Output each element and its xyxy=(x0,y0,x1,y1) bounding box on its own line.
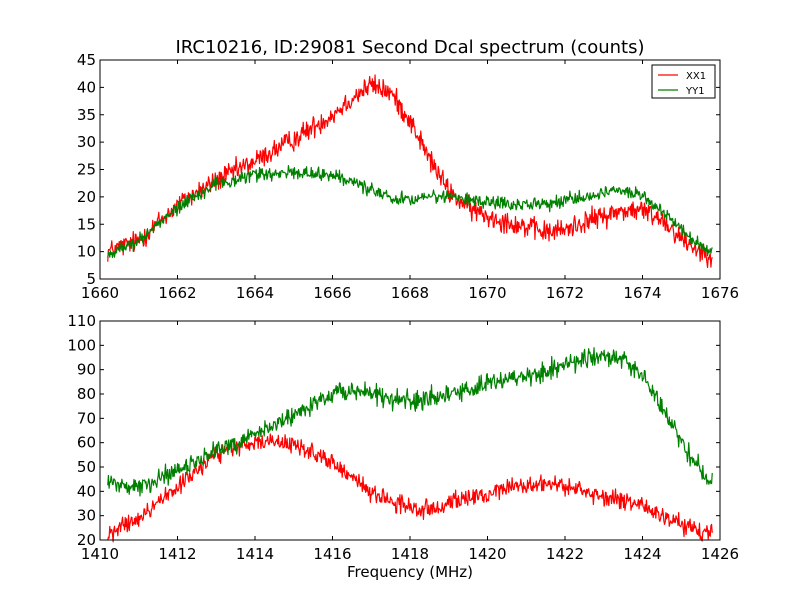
x-tick-label: 1660 xyxy=(81,284,119,302)
y-tick-label: 40 xyxy=(77,78,96,96)
y-tick-label: 110 xyxy=(67,312,96,330)
y-tick-label: 80 xyxy=(77,385,96,403)
x-tick-label: 1668 xyxy=(391,284,429,302)
axes-frame xyxy=(99,59,721,280)
x-tick-label: 1662 xyxy=(158,284,196,302)
y-tick-label: 25 xyxy=(77,161,96,179)
y-tick-label: 45 xyxy=(77,51,96,69)
x-tick-label: 1414 xyxy=(236,545,274,563)
y-tick-label: 40 xyxy=(77,482,96,500)
y-tick-label: 35 xyxy=(77,106,96,124)
y-tick-label: 90 xyxy=(77,361,96,379)
series-line-panel2-2 xyxy=(107,347,713,497)
y-tick-label: 5 xyxy=(86,270,96,288)
x-tick-label: 1422 xyxy=(546,545,584,563)
x-tick-label: 1424 xyxy=(623,545,661,563)
series-line-xx1 xyxy=(107,74,713,269)
x-tick-label: 1412 xyxy=(158,545,196,563)
x-tick-label: 1666 xyxy=(313,284,351,302)
x-tick-label: 1416 xyxy=(313,545,351,563)
series-line-yy1 xyxy=(107,164,713,259)
x-axis-label: Frequency (MHz) xyxy=(347,563,473,581)
y-tick-label: 15 xyxy=(77,215,96,233)
y-tick-label: 50 xyxy=(77,458,96,476)
chart-panel-1: 1660 1662 1664 1666 1668 1670 1672 1674 1676 5 10 1… xyxy=(77,51,739,302)
x-tick-label: 1420 xyxy=(468,545,506,563)
x-tick-label: 1664 xyxy=(236,284,274,302)
chart-panel-2: 1410 1412 1414 1416 1418 1420 1422 1424 1426 20 30… xyxy=(67,312,739,563)
legend-label-yy1: YY1 xyxy=(685,86,705,97)
y-tick-label: 10 xyxy=(77,243,96,261)
y-tick-label: 30 xyxy=(77,507,96,525)
y-tick-label: 20 xyxy=(77,531,96,549)
x-tick-label: 1672 xyxy=(546,284,584,302)
series-line-panel2-1 xyxy=(107,433,713,543)
x-tick-label: 1426 xyxy=(701,545,739,563)
x-tick-label: 1418 xyxy=(391,545,429,563)
chart-title: IRC10216, ID:29081 Second Dcal spectrum … xyxy=(176,37,645,58)
legend-box xyxy=(651,64,716,99)
x-tick-label: 1676 xyxy=(701,284,739,302)
x-tick-label: 1670 xyxy=(468,284,506,302)
y-tick-label: 60 xyxy=(77,434,96,452)
y-tick-label: 30 xyxy=(77,133,96,151)
legend-label-xx1: XX1 xyxy=(686,71,706,82)
x-tick-label: 1410 xyxy=(81,545,119,563)
y-tick-label: 20 xyxy=(77,188,96,206)
y-tick-label: 100 xyxy=(67,336,96,354)
y-tick-label: 70 xyxy=(77,409,96,427)
x-tick-label: 1674 xyxy=(623,284,661,302)
